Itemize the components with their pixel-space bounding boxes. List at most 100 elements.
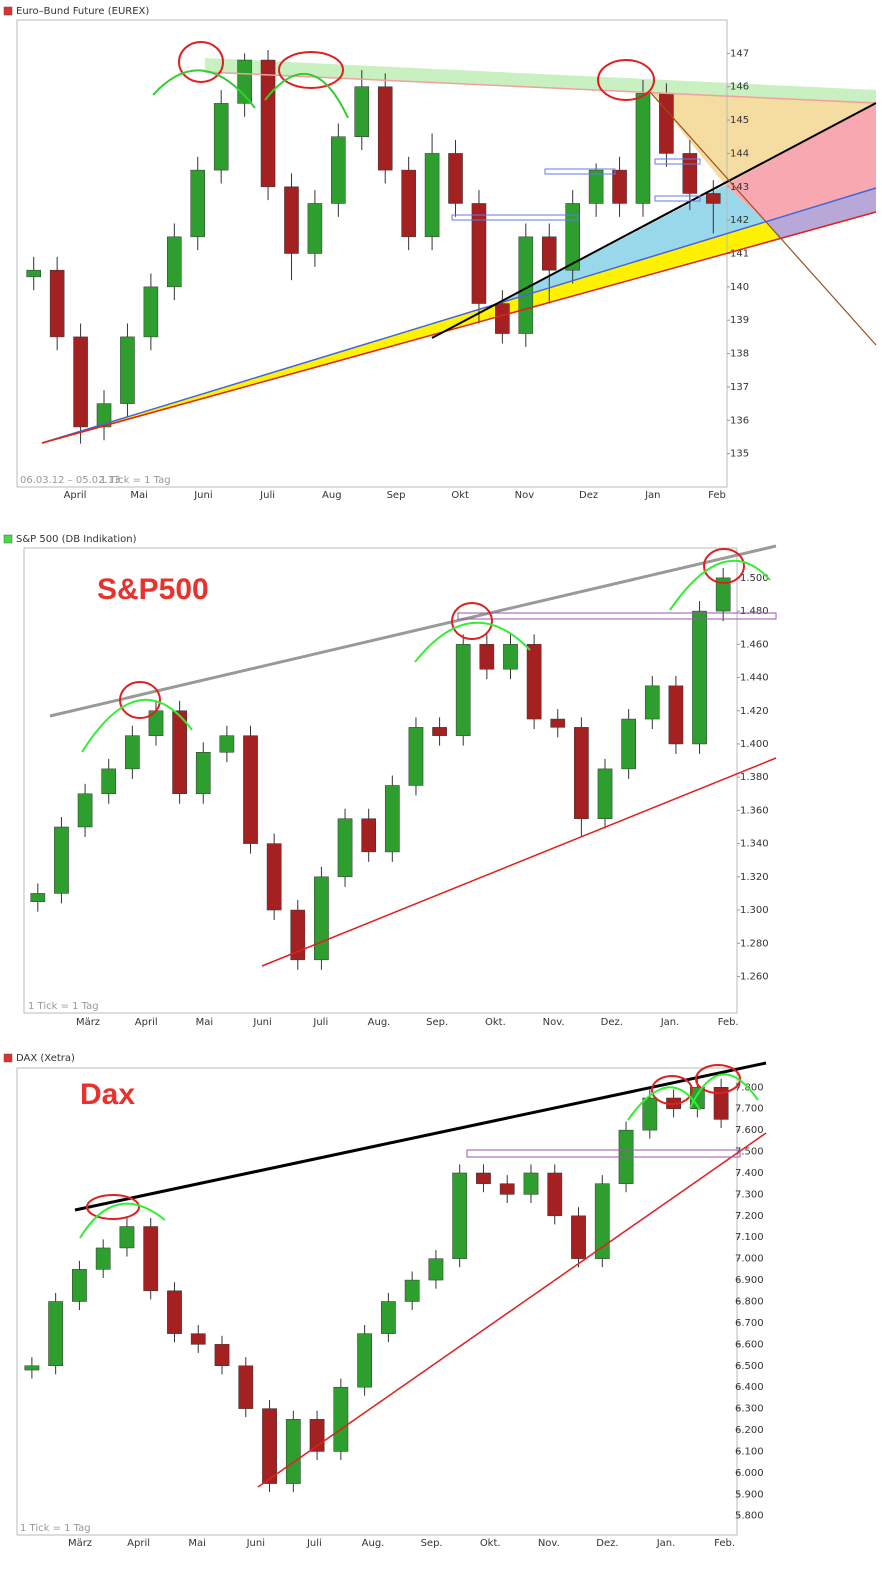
y-tick-label: 140 — [730, 282, 749, 293]
candle-body — [314, 876, 329, 961]
peak-circle — [86, 1194, 140, 1220]
y-tick-label: 7.400 — [735, 1168, 764, 1179]
candle-body — [30, 893, 46, 902]
arc — [669, 559, 771, 611]
y-tick-label: 1.500 — [740, 573, 769, 584]
x-tick-label: Juli — [312, 1017, 328, 1028]
candle-body — [357, 1333, 372, 1388]
candle-body — [238, 1365, 254, 1409]
candle-body — [571, 1215, 586, 1259]
title-marker — [3, 534, 13, 544]
triangle-zone — [432, 185, 765, 338]
chart-title: DAX (Xetra) — [16, 1053, 75, 1064]
candle-body — [668, 685, 684, 745]
candle-body — [499, 1183, 515, 1195]
x-tick-label: März — [76, 1017, 100, 1028]
candle-body — [597, 768, 613, 819]
y-tick-label: 7.000 — [735, 1254, 764, 1265]
range-box — [544, 168, 616, 175]
chart-label: S&P500 — [97, 573, 209, 606]
arc — [152, 69, 256, 109]
y-tick-label: 146 — [730, 82, 749, 93]
x-tick-label: Feb. — [714, 1538, 735, 1549]
candle-body — [26, 269, 41, 278]
x-tick-label: Dez. — [596, 1538, 618, 1549]
candle-body — [377, 86, 393, 171]
range-box — [451, 214, 579, 221]
candle-body — [594, 1183, 610, 1259]
candle-body — [424, 153, 440, 238]
candle-body — [213, 103, 229, 171]
peak-circle — [119, 681, 161, 719]
candle-body — [354, 86, 370, 137]
y-tick-label: 1.460 — [740, 639, 769, 650]
candle-body — [219, 735, 235, 753]
trend-line — [74, 1061, 767, 1212]
candle-body — [262, 1408, 277, 1484]
candle-body — [214, 1344, 230, 1367]
candle-body — [401, 169, 416, 238]
arc — [79, 1202, 166, 1239]
x-tick-label: Mai — [196, 1017, 214, 1028]
candle-body — [361, 818, 377, 853]
y-tick-label: 7.100 — [735, 1232, 764, 1243]
y-tick-label: 6.300 — [735, 1404, 764, 1415]
x-tick-label: April — [127, 1538, 150, 1549]
candle-body — [24, 1365, 40, 1371]
arc — [414, 621, 531, 663]
candle-body — [266, 843, 282, 911]
candle-body — [167, 236, 182, 288]
range-box — [466, 1149, 741, 1158]
range-box — [654, 195, 701, 202]
y-tick-label: 1.440 — [740, 673, 769, 684]
candle-body — [706, 193, 721, 204]
candle-body — [715, 577, 731, 612]
candle-body — [290, 909, 306, 961]
x-tick-label: Nov. — [538, 1538, 560, 1549]
y-tick-label: 139 — [730, 315, 749, 326]
candle-body — [448, 153, 463, 204]
arc — [264, 72, 349, 119]
candle-body — [479, 644, 495, 670]
candle-body — [190, 1333, 206, 1345]
y-tick-label: 1.480 — [740, 606, 769, 617]
y-tick-label: 6.600 — [735, 1339, 764, 1350]
y-tick-label: 135 — [730, 449, 749, 460]
candle-body — [333, 1386, 349, 1452]
y-tick-label: 7.600 — [735, 1125, 764, 1136]
y-tick-label: 1.400 — [740, 739, 769, 750]
y-tick-label: 145 — [730, 115, 749, 126]
candle-body — [190, 169, 206, 238]
peak-circle — [178, 41, 224, 83]
y-tick-label: 6.100 — [735, 1446, 764, 1457]
y-tick-label: 7.200 — [735, 1211, 764, 1222]
trend-line — [431, 102, 877, 339]
chart-title: Euro–Bund Future (EUREX) — [16, 6, 149, 17]
x-tick-label: Mai — [130, 490, 148, 501]
chart-title: S&P 500 (DB Indikation) — [16, 534, 137, 545]
resistance-band — [205, 58, 876, 103]
y-tick-label: 142 — [730, 215, 749, 226]
candle-body — [588, 169, 604, 204]
y-tick-label: 6.900 — [735, 1275, 764, 1286]
triangle-zone — [725, 103, 876, 221]
y-tick-label: 5.800 — [735, 1511, 764, 1522]
triangle-zone — [650, 92, 876, 185]
x-tick-label: Jan. — [660, 1017, 680, 1028]
y-tick-label: 141 — [730, 249, 749, 260]
peak-circle — [451, 602, 493, 640]
candle-body — [452, 1172, 468, 1259]
peak-circle — [597, 59, 655, 101]
candle-body — [49, 269, 65, 338]
trend-line — [49, 544, 777, 718]
y-tick-label: 6.000 — [735, 1468, 764, 1479]
candle-body — [574, 727, 589, 819]
candle-body — [713, 1087, 729, 1120]
x-tick-label: Jan — [644, 490, 660, 501]
y-tick-label: 1.320 — [740, 872, 769, 883]
x-tick-label: Aug. — [368, 1017, 391, 1028]
candle-body — [285, 1419, 301, 1484]
candle-body — [642, 1097, 658, 1131]
x-tick-label: Sep. — [421, 1538, 443, 1549]
